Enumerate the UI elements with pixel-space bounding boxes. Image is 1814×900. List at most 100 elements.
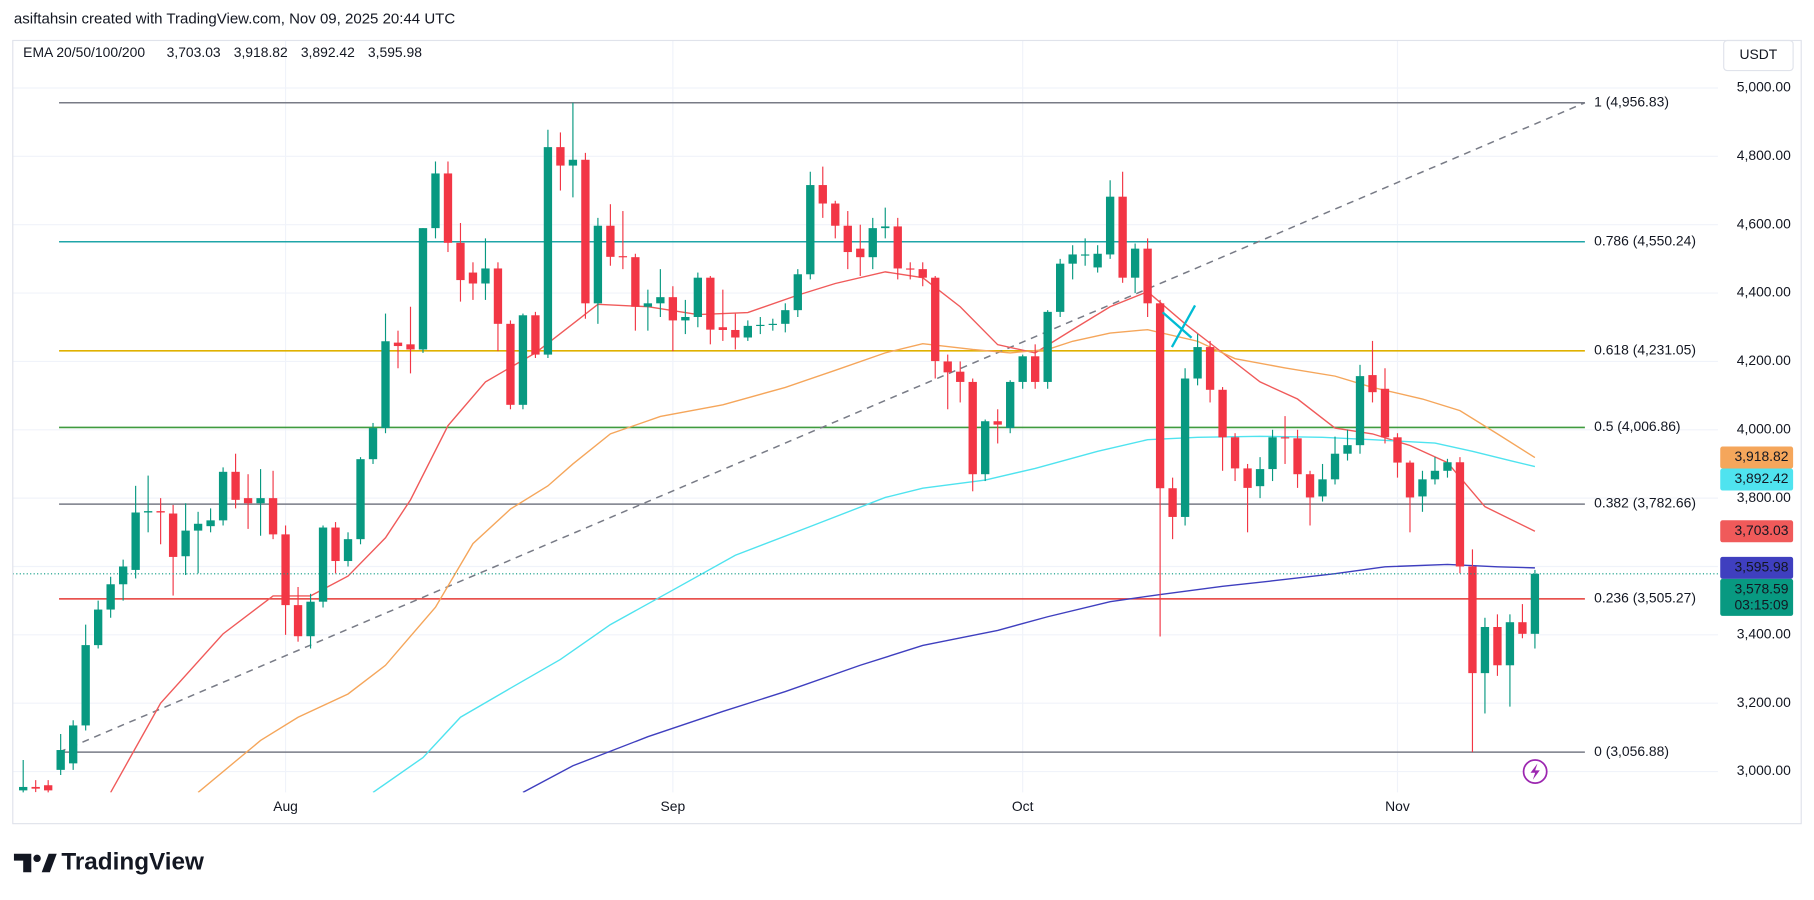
candle-body (568, 159, 578, 166)
candle-body (481, 268, 490, 284)
candle-body (543, 147, 553, 355)
brand: TradingView (61, 848, 204, 875)
candle-body (368, 428, 378, 460)
y-tick-label: 4,400.00 (1737, 284, 1791, 300)
alert-icon[interactable] (1522, 759, 1548, 785)
candle-body (493, 268, 503, 324)
candle-body (906, 268, 915, 270)
candle-body (1168, 488, 1177, 517)
candle-body (418, 228, 428, 350)
candle-body (1293, 438, 1302, 475)
currency-box[interactable] (1723, 39, 1794, 72)
candle-body (1105, 196, 1115, 255)
ema-line (110, 271, 1536, 793)
candle-body (1305, 474, 1315, 498)
candle-body (1193, 347, 1202, 379)
candle-body (593, 225, 603, 304)
candle-body (456, 242, 465, 281)
drawing-stroke (1170, 304, 1197, 348)
candle-body (1218, 389, 1227, 438)
candle-body (706, 277, 715, 330)
candle-body (956, 371, 965, 382)
logo-shape (13, 853, 32, 873)
currency[interactable]: USDT (1740, 46, 1778, 62)
price-badge-label: 3,892.42 (1734, 470, 1788, 486)
fib-trend-line (58, 102, 1586, 753)
legend-value: 3,918.82 (234, 44, 288, 60)
candle-body (631, 257, 640, 307)
logo-shape (41, 853, 57, 873)
candle-body (1255, 469, 1265, 487)
legend-value: 3,703.03 (167, 44, 221, 60)
candle-body (1243, 468, 1252, 488)
candle-body (1018, 356, 1027, 382)
candle-body (1393, 437, 1402, 463)
candle-body (1343, 445, 1352, 454)
candle-body (1180, 378, 1190, 517)
price-badge-label: 3,578.59 (1734, 581, 1788, 597)
candle-body (606, 225, 615, 257)
y-tick-label: 4,000.00 (1737, 420, 1791, 436)
candle-body (1318, 479, 1327, 497)
candle-body (931, 277, 940, 362)
candle-body (156, 511, 165, 513)
candle-body (918, 269, 927, 278)
candle-body (893, 226, 902, 269)
candle-body (1068, 254, 1077, 264)
price-badge (1720, 520, 1794, 543)
candle-body (831, 203, 840, 226)
fib-label: 0.5 (4,006.86) (1594, 418, 1680, 434)
candle-body (518, 315, 528, 405)
candle-body (131, 512, 140, 570)
candle-body (1380, 388, 1390, 438)
candle-body (881, 226, 890, 229)
candle-body (218, 471, 228, 521)
candle-body (381, 341, 390, 429)
candle-body (1468, 566, 1477, 674)
candle-body (306, 601, 315, 637)
candle-body (1118, 196, 1127, 278)
candle-body (731, 329, 740, 338)
alert-bolt[interactable] (1530, 763, 1540, 780)
candle-body (693, 277, 703, 317)
candle-body (1493, 626, 1502, 666)
candle-body (868, 228, 877, 258)
price-badge (1720, 578, 1794, 616)
candle-body (581, 159, 590, 304)
candle-body (143, 511, 153, 513)
candle-body (93, 609, 103, 646)
ema-line (197, 328, 1536, 793)
candle-body (1143, 248, 1152, 304)
candle-body (718, 327, 727, 330)
ema-line (522, 563, 1535, 793)
logo-shape (33, 854, 41, 863)
price-badge (1720, 468, 1794, 491)
candle-body (331, 527, 340, 562)
candle-body (56, 750, 65, 770)
fib-label: 0.786 (4,550.24) (1594, 232, 1696, 248)
candle-body (281, 534, 290, 606)
candle-body (1355, 376, 1365, 446)
candle-body (1455, 462, 1465, 567)
candle-body (1080, 254, 1090, 256)
legend-value: 3,595.98 (368, 44, 422, 60)
candle-body (793, 274, 802, 311)
candle-body (768, 323, 777, 325)
candle-body (1443, 462, 1452, 471)
brand-logo (13, 853, 57, 873)
candle-body (443, 173, 453, 243)
price-badge (1720, 556, 1794, 579)
ema-line (372, 435, 1536, 793)
candle-body (1130, 248, 1140, 278)
candle-body (1505, 622, 1515, 666)
candle-body (943, 361, 952, 373)
y-tick-label: 4,800.00 (1737, 147, 1791, 163)
candle-body (1368, 375, 1377, 393)
candle-body (231, 471, 240, 500)
candle-body (1205, 347, 1215, 390)
header: asiftahsin created with TradingView.com,… (14, 11, 455, 28)
candle-body (981, 421, 990, 475)
fib-label: 0 (3,056.88) (1594, 743, 1669, 759)
fib-label: 1 (4,956.83) (1594, 93, 1669, 109)
candle-body (993, 421, 1002, 425)
